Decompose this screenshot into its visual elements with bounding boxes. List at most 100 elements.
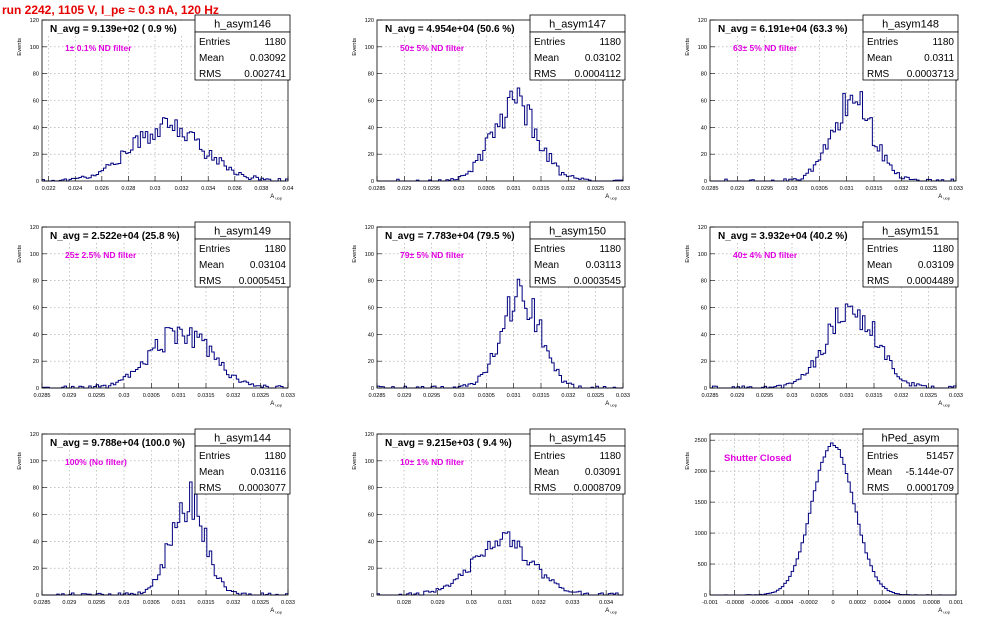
stats-box (529, 445, 626, 495)
histogram-bars (376, 278, 623, 389)
stats-label: RMS (199, 276, 222, 287)
x-tick-label: 0.038 (254, 186, 268, 192)
y-tick-label: 40 (701, 125, 707, 131)
stats-label: Entries (199, 244, 230, 255)
y-tick-label: 20 (368, 152, 374, 158)
x-tick-label: 0.031 (172, 600, 186, 606)
y-tick-label: 0 (371, 593, 374, 599)
y-axis-label: Events (685, 38, 691, 56)
y-axis-label: Events (352, 245, 358, 263)
y-tick-label: 120 (698, 18, 707, 24)
histogram-name: hPed_asym (881, 433, 939, 445)
histogram-panel: 0.0285 0.029 0.0295 0.03 0.0305 0.031 0.0315 0.… (685, 221, 963, 408)
x-tick-label: 0.03 (787, 393, 798, 399)
histogram-name: h_asym146 (214, 19, 271, 31)
y-tick-label: 100 (365, 252, 374, 258)
y-tick-label: 2500 (695, 438, 707, 444)
stats-value: 0.0004112 (574, 69, 621, 80)
x-tick-label: 0.033 (616, 393, 630, 399)
x-tick-label: 0.033 (616, 186, 630, 192)
filter-annotation: 100% (No filter) (65, 457, 127, 467)
x-axis-label-subscript: uop (609, 196, 618, 201)
stats-value: 0.0311 (924, 53, 954, 64)
histogram-panel: 0.0285 0.029 0.0295 0.03 0.0305 0.031 0.0315 0.… (17, 428, 295, 615)
histogram-name: h_asym149 (214, 226, 271, 238)
x-axis-label-subscript: uop (942, 403, 951, 408)
stats-box (529, 31, 626, 81)
y-tick-label: 80 (33, 486, 39, 492)
x-tick-label: 0.0006 (898, 600, 915, 606)
x-tick-label: 0.0315 (532, 393, 549, 399)
x-tick-label: 0.0325 (587, 186, 604, 192)
y-axis-label: Events (685, 452, 691, 470)
y-axis-label: Events (352, 38, 358, 56)
x-tick-label: 0.03 (150, 186, 161, 192)
x-tick-label: 0.031 (507, 186, 521, 192)
stats-label: Mean (199, 260, 224, 271)
y-tick-label: 100 (30, 252, 39, 258)
y-tick-label: 2000 (695, 469, 707, 475)
x-tick-label: 0.0285 (368, 186, 385, 192)
x-tick-label: 0.0295 (756, 393, 773, 399)
y-tick-label: 80 (368, 72, 374, 78)
stats-label: Entries (867, 37, 898, 48)
x-tick-label: 0.0305 (478, 393, 495, 399)
stats-value: 1180 (599, 451, 621, 462)
histogram-name: h_asym150 (549, 226, 606, 238)
stats-value: 0.03116 (251, 467, 287, 478)
x-tick-label: 0.03 (787, 186, 798, 192)
y-tick-label: 80 (368, 279, 374, 285)
x-axis-label: A uop (938, 401, 951, 408)
stats-label: Mean (199, 53, 224, 64)
stats-value: 1180 (932, 244, 954, 255)
x-tick-label: 0.03 (454, 186, 465, 192)
x-axis-label: A uop (938, 608, 951, 615)
filter-annotation: 79± 5% ND filter (400, 250, 465, 260)
y-tick-label: 60 (33, 99, 39, 105)
x-axis-label: A uop (938, 194, 951, 201)
x-tick-label: 0.033 (949, 186, 963, 192)
x-axis-label-subscript: uop (942, 196, 951, 201)
x-tick-label: -0.0004 (774, 600, 793, 606)
filter-annotation: 63± 5% ND filter (733, 43, 798, 53)
y-tick-label: 100 (365, 45, 374, 51)
stats-value: 0.03109 (918, 260, 955, 271)
x-tick-label: 0.0325 (252, 600, 269, 606)
x-tick-label: 0.0285 (33, 600, 50, 606)
stats-label: Entries (199, 451, 230, 462)
y-tick-label: 20 (33, 566, 39, 572)
x-axis-label: A uop (270, 608, 283, 615)
x-tick-label: 0.0285 (368, 393, 385, 399)
x-tick-label: 0.029 (397, 393, 411, 399)
y-tick-label: 100 (30, 459, 39, 465)
stats-value: 0.03092 (250, 53, 287, 64)
y-tick-label: 120 (30, 225, 39, 231)
histogram-bars (377, 87, 624, 182)
x-tick-label: 0.028 (121, 186, 135, 192)
y-tick-label: 40 (368, 125, 374, 131)
x-tick-label: 0.032 (561, 393, 575, 399)
navg-label: N_avg = 9.139e+02 ( 0.9 %) (50, 24, 177, 35)
x-tick-label: 0.029 (431, 600, 445, 606)
stats-value: 0.0003713 (907, 69, 955, 80)
stats-label: RMS (867, 69, 890, 80)
x-tick-label: -0.001 (702, 600, 718, 606)
y-tick-label: 60 (368, 99, 374, 105)
navg-box (378, 21, 523, 36)
stats-label: RMS (534, 69, 557, 80)
y-tick-label: 20 (33, 152, 39, 158)
histogram-panel: -0.001 -0.0008 -0.0006 -0.0004 -0.0002 0 0.000… (685, 428, 963, 615)
y-tick-label: 40 (701, 332, 707, 338)
histogram-panel: 0.022 0.024 0.026 0.028 0.03 0.032 0.034 0.036 0… (17, 14, 293, 201)
x-axis-label-subscript: uop (609, 403, 618, 408)
stats-label: Entries (534, 37, 565, 48)
x-tick-label: 0.036 (228, 186, 242, 192)
stats-value: 0.03102 (585, 53, 622, 64)
y-tick-label: 80 (701, 72, 707, 78)
x-tick-label: 0.028 (397, 600, 411, 606)
filter-annotation: 10± 1% ND filter (400, 457, 465, 467)
y-tick-label: 100 (698, 45, 707, 51)
x-tick-label: 0.029 (62, 393, 76, 399)
stats-box (194, 445, 291, 495)
